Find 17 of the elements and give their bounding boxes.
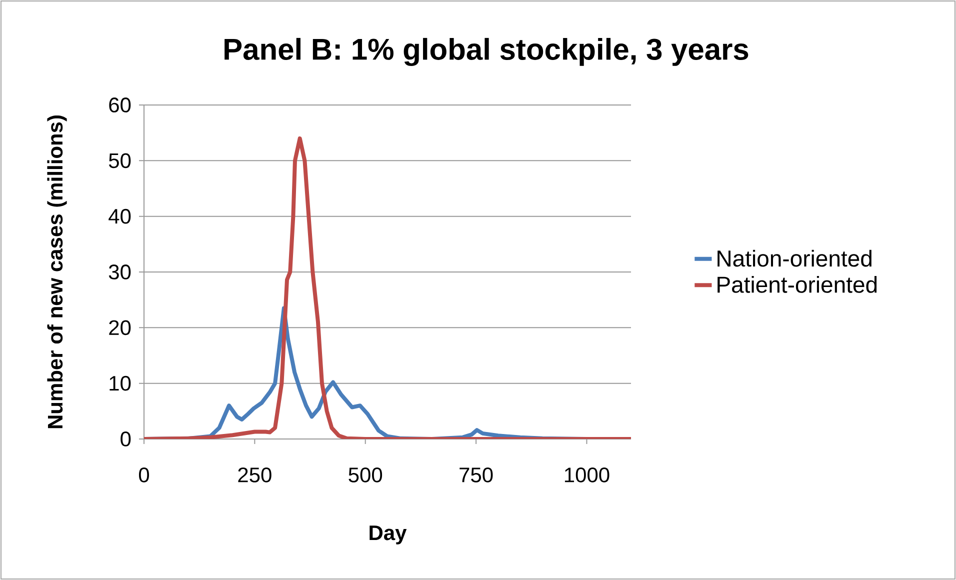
legend-label: Patient-oriented (718, 276, 877, 293)
x-tick-label: 0 (138, 468, 150, 482)
y-tick-label: 0 (120, 432, 131, 446)
legend-label: Nation-oriented (718, 250, 872, 267)
y-tick-label: 60 (109, 98, 131, 112)
y-tick-label: 50 (108, 153, 131, 168)
y-tick-label: 40 (108, 208, 131, 224)
x-axis-title: Day (370, 526, 407, 544)
y-tick-label: 10 (110, 376, 131, 391)
x-tick-label: 750 (460, 468, 493, 482)
x-tick-label: 500 (348, 468, 382, 482)
x-tick-label: 250 (238, 468, 272, 482)
x-tick-label: 1000 (564, 468, 610, 482)
y-tick-label: 20 (109, 320, 131, 336)
chart-title: Panel B: 1% global stockpile, 3 years (224, 38, 748, 66)
y-axis-title: Number of new cases (millions) (47, 116, 67, 428)
y-tick-label: 30 (108, 264, 131, 280)
